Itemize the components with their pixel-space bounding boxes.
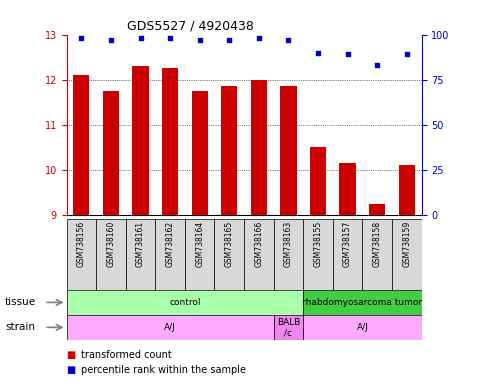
Bar <box>333 219 362 290</box>
Point <box>403 51 411 58</box>
Point <box>373 62 381 68</box>
Point <box>196 37 204 43</box>
Text: GSM738162: GSM738162 <box>166 221 175 267</box>
Text: GSM738157: GSM738157 <box>343 221 352 267</box>
Text: GSM738161: GSM738161 <box>136 221 145 267</box>
Point <box>284 37 292 43</box>
Text: GSM738160: GSM738160 <box>106 221 115 267</box>
Text: BALB
/c: BALB /c <box>277 318 300 337</box>
Point <box>314 50 322 56</box>
Bar <box>67 219 96 290</box>
Text: tissue: tissue <box>5 297 36 308</box>
Point <box>225 37 233 43</box>
Bar <box>67 315 274 340</box>
Text: transformed count: transformed count <box>81 350 172 360</box>
Bar <box>362 219 392 290</box>
Text: A/J: A/J <box>356 323 368 332</box>
Bar <box>155 219 185 290</box>
Text: GSM738165: GSM738165 <box>225 221 234 267</box>
Text: GSM738163: GSM738163 <box>284 221 293 267</box>
Bar <box>303 315 422 340</box>
Text: strain: strain <box>5 322 35 333</box>
Bar <box>280 86 296 215</box>
Bar <box>392 219 422 290</box>
Bar <box>221 86 237 215</box>
Text: control: control <box>169 298 201 307</box>
Point <box>344 51 352 58</box>
Text: A/J: A/J <box>164 323 176 332</box>
Bar <box>244 219 274 290</box>
Point <box>77 35 85 41</box>
Text: GSM738166: GSM738166 <box>254 221 263 267</box>
Bar <box>73 75 90 215</box>
Text: GDS5527 / 4920438: GDS5527 / 4920438 <box>127 20 254 33</box>
Text: ■: ■ <box>67 350 76 360</box>
Bar <box>369 204 386 215</box>
Bar <box>67 290 303 315</box>
Text: GSM738156: GSM738156 <box>77 221 86 267</box>
Text: GSM738164: GSM738164 <box>195 221 204 267</box>
Bar <box>274 315 303 340</box>
Point <box>107 37 115 43</box>
Bar <box>339 163 355 215</box>
Bar <box>96 219 126 290</box>
Bar <box>310 147 326 215</box>
Bar <box>214 219 244 290</box>
Point <box>166 35 174 41</box>
Bar <box>132 66 149 215</box>
Text: GSM738159: GSM738159 <box>402 221 411 267</box>
Point <box>255 35 263 41</box>
Text: percentile rank within the sample: percentile rank within the sample <box>81 365 246 375</box>
Bar <box>303 290 422 315</box>
Bar <box>274 219 303 290</box>
Bar <box>126 219 155 290</box>
Bar <box>191 91 208 215</box>
Text: GSM738155: GSM738155 <box>314 221 322 267</box>
Bar <box>103 91 119 215</box>
Bar <box>250 80 267 215</box>
Text: GSM738158: GSM738158 <box>373 221 382 267</box>
Bar <box>303 219 333 290</box>
Text: rhabdomyosarcoma tumor: rhabdomyosarcoma tumor <box>302 298 423 307</box>
Bar <box>398 166 415 215</box>
Bar <box>162 68 178 215</box>
Bar <box>185 219 214 290</box>
Point <box>137 35 144 41</box>
Text: ■: ■ <box>67 365 76 375</box>
